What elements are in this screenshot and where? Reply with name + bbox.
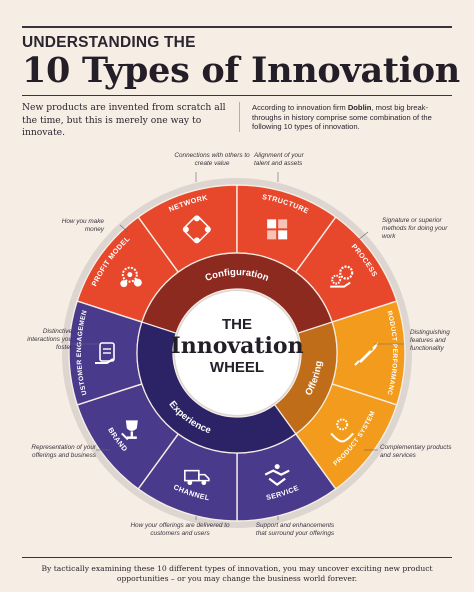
hand-gears-icon [330, 265, 354, 288]
wheel-center [175, 291, 299, 415]
gear-coins-icon [120, 266, 142, 288]
intro-right-prefix: According to innovation firm [252, 103, 348, 112]
intro-right-suffix: , most big break-throughs in history com… [252, 103, 432, 132]
handshake-icon [264, 464, 290, 487]
leader-lines [70, 172, 404, 520]
page-title: 10 Types of Innovation [22, 50, 460, 91]
center-line-1: THE [222, 316, 252, 333]
annotation-product-performance: Distinguishing features and functionalit… [410, 329, 450, 352]
network-hands-icon [182, 215, 211, 244]
footer-text: By tactically examining these 10 differe… [41, 564, 433, 583]
annotation-profit-model: How you make money [61, 218, 104, 233]
annotation-customer-engagement: Distinctive interactions you foster [27, 328, 72, 351]
annotation-product-system: Complementary products and services [380, 444, 452, 459]
intro-right-text: According to innovation firm Doblin, mos… [252, 103, 457, 132]
hand-phone-icon [95, 342, 115, 364]
category-label-configuration: Configuration [204, 267, 271, 284]
category-experience [136, 321, 297, 454]
truck-icon [184, 469, 210, 486]
title-rule [22, 95, 452, 96]
intro-firm-name: Doblin [347, 103, 372, 112]
intro-left-text: New products are invented from scratch a… [22, 102, 226, 139]
puzzle-icon [267, 219, 288, 240]
icons-layer [95, 215, 378, 487]
top-rule [22, 26, 452, 28]
hand-gears-system-icon [330, 418, 354, 443]
kicker-heading: UNDERSTANDING THE [22, 34, 196, 51]
footer-rule [22, 557, 452, 558]
annotation-network: Connections with others to create value [174, 152, 250, 167]
annotation-process: Signature or superior methods for doing … [382, 217, 448, 240]
category-configuration [141, 252, 333, 334]
annotation-channel: How your offerings are delivered to cust… [130, 522, 230, 537]
center-line-3: WHEEL [210, 359, 264, 376]
annotation-service: Support and enhancements that surround y… [255, 522, 335, 537]
rocket-icon [354, 342, 378, 366]
trophy-icon [121, 420, 138, 441]
annotation-brand: Representation of your offerings and bus… [31, 444, 96, 459]
annotation-structure: Alignment of your talent and assets [254, 152, 304, 167]
center-line-2: Innovation [170, 333, 303, 359]
intro-divider [239, 102, 240, 132]
